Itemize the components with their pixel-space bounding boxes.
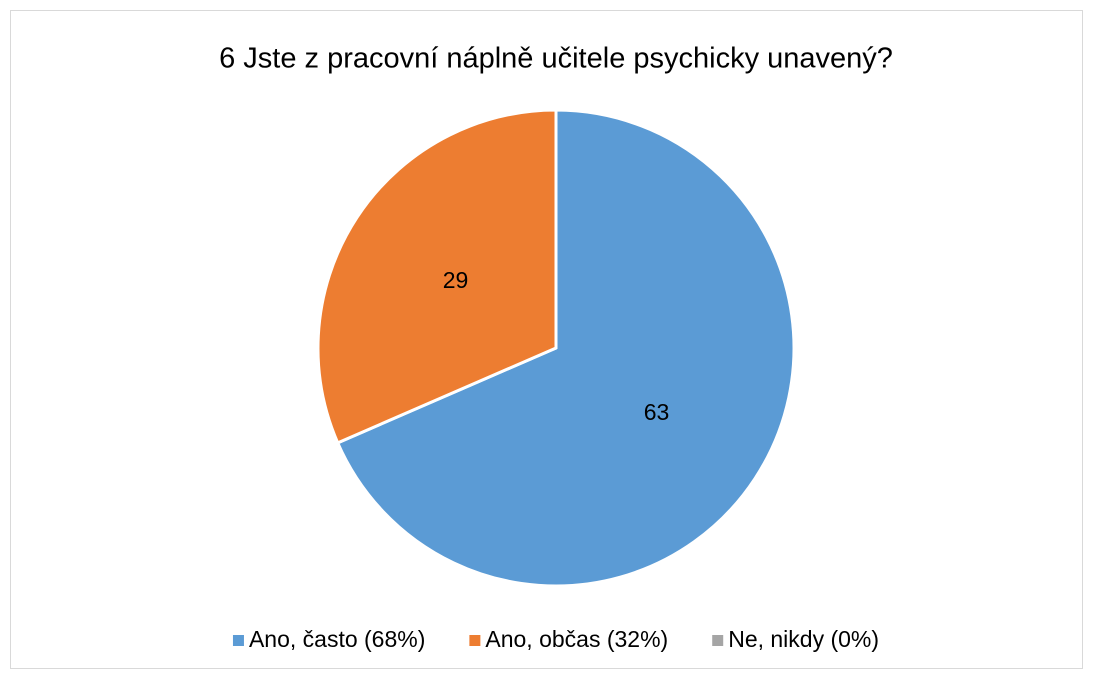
data-label: 63 [644, 399, 670, 425]
pie-slice [316, 108, 558, 445]
legend-label: Ne, nikdy (0%) [728, 626, 879, 652]
legend-swatch [469, 635, 481, 646]
data-labels: 63 29 [443, 267, 670, 425]
legend-swatch [232, 635, 244, 646]
data-label: 29 [443, 267, 469, 293]
legend: Ano, často (68%) Ano, občas (32%) Ne, nikd… [232, 626, 879, 652]
chart-title: 6 Jste z pracovní náplně učitele psychic… [219, 43, 893, 75]
pie-slice [336, 108, 796, 588]
pie [316, 108, 796, 588]
legend-label: Ano, občas (32%) [485, 626, 668, 652]
legend-label: Ano, často (68%) [249, 626, 425, 652]
legend-swatch [712, 635, 724, 646]
